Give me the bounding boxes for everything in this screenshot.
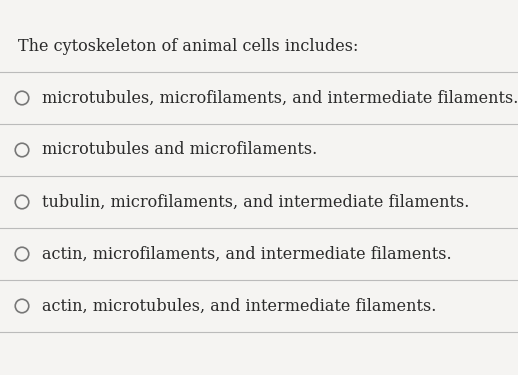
Point bbox=[18, 95, 26, 101]
Text: actin, microfilaments, and intermediate filaments.: actin, microfilaments, and intermediate … bbox=[42, 246, 452, 262]
Point bbox=[18, 303, 26, 309]
Point bbox=[18, 251, 26, 257]
Text: tubulin, microfilaments, and intermediate filaments.: tubulin, microfilaments, and intermediat… bbox=[42, 194, 469, 210]
Point bbox=[18, 199, 26, 205]
Text: The cytoskeleton of animal cells includes:: The cytoskeleton of animal cells include… bbox=[18, 38, 358, 55]
Text: microtubules and microfilaments.: microtubules and microfilaments. bbox=[42, 141, 317, 159]
Text: microtubules, microfilaments, and intermediate filaments.: microtubules, microfilaments, and interm… bbox=[42, 90, 518, 106]
Point bbox=[18, 147, 26, 153]
Text: actin, microtubules, and intermediate filaments.: actin, microtubules, and intermediate fi… bbox=[42, 297, 436, 315]
